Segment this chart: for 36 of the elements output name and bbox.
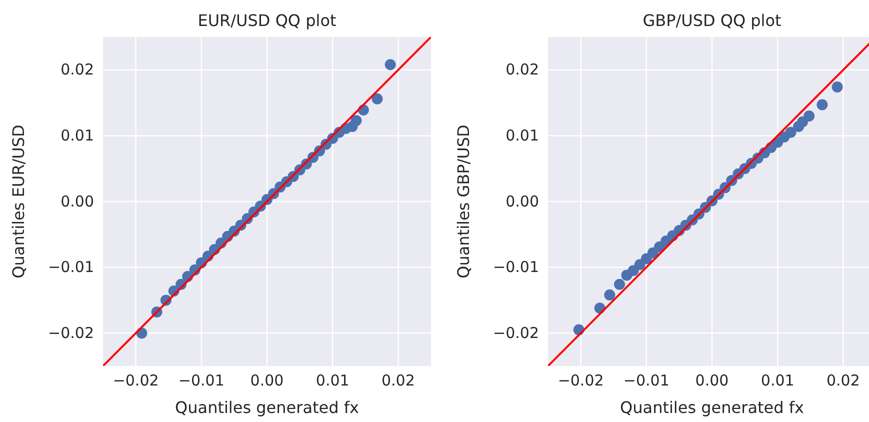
x-tick-label: 0.02 bbox=[381, 372, 415, 390]
point bbox=[797, 116, 808, 128]
y-tick-label: 0.01 bbox=[60, 126, 94, 144]
point bbox=[785, 126, 796, 138]
x-tick-label: 0.01 bbox=[316, 372, 350, 390]
point bbox=[384, 59, 396, 70]
point bbox=[350, 115, 362, 126]
y-tick-label: −0.01 bbox=[48, 258, 94, 276]
point bbox=[832, 82, 843, 92]
y-tick-label: −0.02 bbox=[48, 324, 94, 342]
x-tick-label: 0.00 bbox=[695, 372, 729, 390]
x-axis-title: Quantiles generated fx bbox=[175, 398, 359, 417]
x-tick-label: −0.01 bbox=[623, 372, 670, 390]
y-tick-label: 0.02 bbox=[60, 60, 94, 79]
point bbox=[816, 99, 828, 110]
y-tick-label: 0.02 bbox=[506, 60, 539, 79]
x-tick-label: 0.01 bbox=[760, 372, 794, 390]
x-axis-title: Quantiles generated fx bbox=[620, 398, 804, 417]
y-tick-label: 0.00 bbox=[60, 192, 94, 210]
point bbox=[604, 289, 616, 300]
x-tick-label: −0.02 bbox=[112, 372, 159, 390]
x-tick-label: −0.02 bbox=[558, 372, 604, 390]
y-tick-label: 0.01 bbox=[506, 126, 539, 144]
chart-title: EUR/USD QQ plot bbox=[198, 11, 336, 30]
point bbox=[372, 93, 383, 104]
x-tick-label: 0.02 bbox=[826, 372, 860, 390]
y-tick-label: −0.02 bbox=[493, 324, 539, 342]
y-axis-title: Quantiles GBP/USD bbox=[454, 124, 473, 278]
point bbox=[614, 278, 626, 290]
x-tick-label: 0.00 bbox=[250, 372, 284, 390]
y-axis-title: Quantiles EUR/USD bbox=[9, 124, 28, 278]
point bbox=[804, 110, 815, 122]
y-tick-label: −0.01 bbox=[493, 258, 539, 276]
x-tick-label: −0.01 bbox=[178, 372, 224, 390]
chart-title: GBP/USD QQ plot bbox=[642, 11, 782, 30]
y-tick-label: 0.00 bbox=[506, 192, 539, 210]
